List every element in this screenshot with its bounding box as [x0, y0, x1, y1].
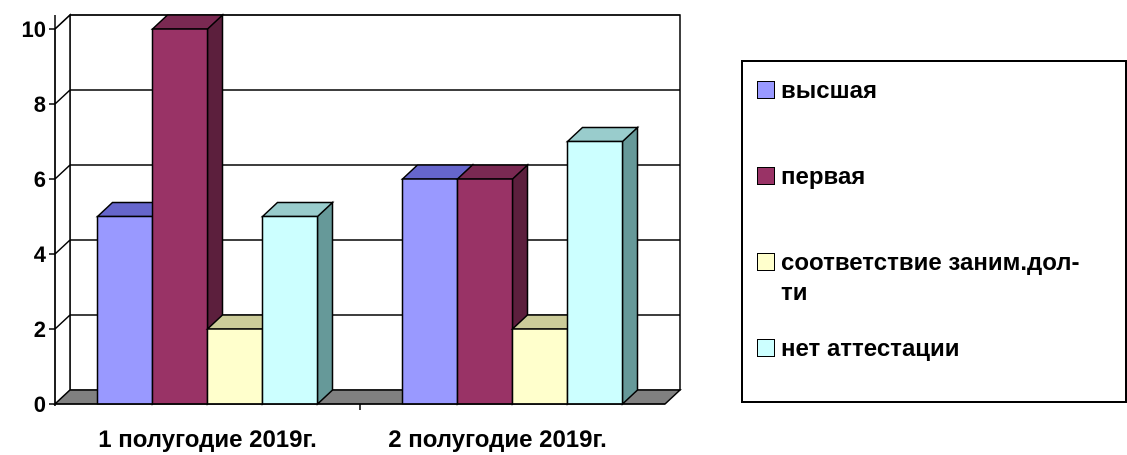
legend-swatch-net-attestacii — [757, 339, 775, 357]
x-category-label: 1 полугодие 2019г. — [98, 426, 317, 453]
legend-swatch-pervaya — [757, 167, 775, 185]
legend: высшая первая соответствие заним.дол-ти … — [741, 60, 1127, 403]
y-tick-label: 6 — [34, 167, 46, 192]
bar-front — [566, 140, 624, 405]
bar-side — [621, 125, 639, 406]
bar — [565, 125, 640, 406]
bar-chart: 0 2 4 6 8 10 1 полугодие 2019г. 2 полугодие 20… — [22, 13, 682, 453]
gridline-side — [54, 239, 71, 255]
x-axis-labels: 1 полугодие 2019г. 2 полугодие 2019г. — [98, 426, 607, 453]
side-wall — [54, 13, 71, 406]
bar-front — [511, 328, 569, 405]
bar-front — [96, 215, 154, 405]
legend-item-net-attestacii: нет аттестации — [757, 334, 1121, 364]
legend-swatch-vysshaya — [757, 81, 775, 99]
y-tick-label: 2 — [34, 317, 46, 342]
gridline-side — [54, 164, 71, 180]
gridline-side — [54, 89, 71, 105]
y-tick-label: 4 — [34, 242, 47, 267]
gridline-side — [54, 314, 71, 330]
legend-label-vysshaya: высшая — [781, 77, 877, 104]
gridline-side — [54, 14, 71, 30]
legend-item-sootvetstvie: соответствие заним.дол-ти — [757, 248, 1101, 308]
legend-label-sootvetstvie: соответствие заним.дол-ти — [781, 249, 1080, 306]
y-tick-label: 8 — [34, 92, 46, 117]
y-tick-label: 10 — [22, 17, 46, 42]
legend-label-net-attestacii: нет аттестации — [781, 335, 960, 362]
bar-front — [456, 178, 514, 405]
legend-label-pervaya: первая — [781, 163, 866, 190]
axes — [54, 15, 665, 410]
legend-item-vysshaya: высшая — [757, 76, 1121, 106]
y-tick-label: 0 — [34, 392, 46, 417]
bar-side — [316, 200, 334, 406]
y-axis-ticks: 0 2 4 6 8 10 — [22, 17, 55, 417]
bar-front — [206, 328, 264, 405]
bar-front — [401, 178, 459, 405]
bar — [260, 200, 335, 406]
bar-front — [151, 28, 209, 405]
bar-front — [261, 215, 319, 405]
x-category-label: 2 полугодие 2019г. — [388, 426, 607, 453]
legend-swatch-sootvetstvie — [757, 253, 775, 271]
legend-item-pervaya: первая — [757, 162, 1121, 192]
